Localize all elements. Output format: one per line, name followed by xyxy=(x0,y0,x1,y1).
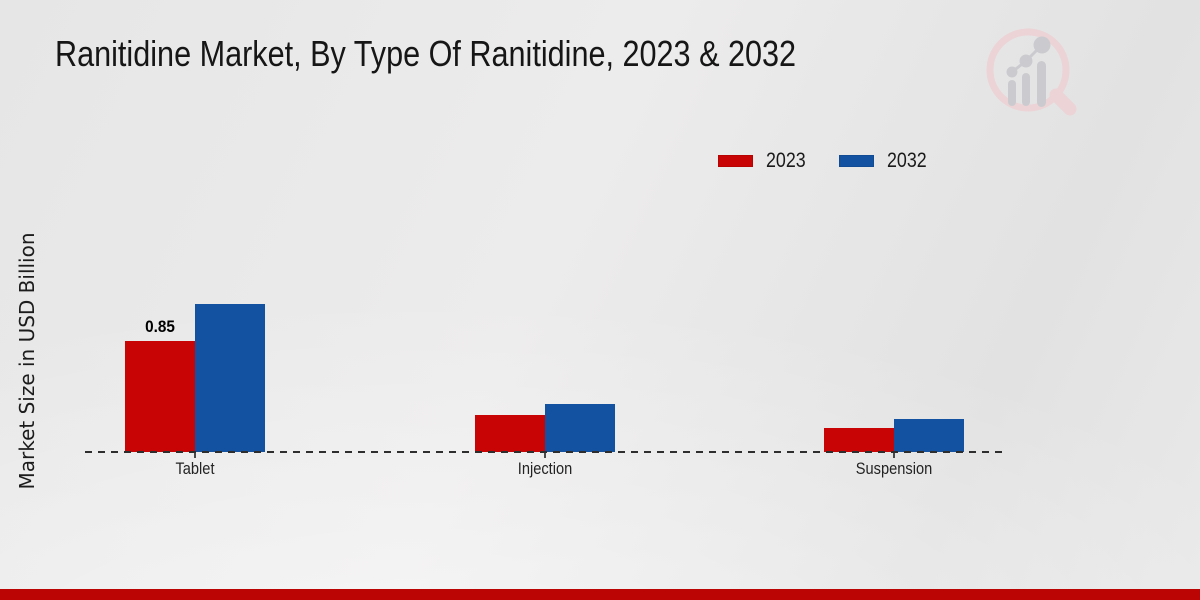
legend-label-2032: 2032 xyxy=(887,149,927,172)
legend: 2023 2032 xyxy=(718,149,978,173)
bar-2023-suspension xyxy=(824,428,894,452)
bar-2032-suspension xyxy=(894,419,964,452)
x-axis-baseline xyxy=(85,451,1007,453)
legend-item-2023: 2023 xyxy=(718,149,813,173)
magnifier-bar-chart-watermark-icon xyxy=(986,28,1077,116)
category-label-injection: Injection xyxy=(517,459,573,478)
footer-accent-bar xyxy=(0,589,1200,600)
bar-2032-tablet xyxy=(195,304,265,452)
bar-2023-injection xyxy=(475,415,545,452)
bar-2023-tablet xyxy=(125,341,195,452)
chart-title: Ranitidine Market, By Type Of Ranitidine… xyxy=(55,33,797,74)
legend-swatch-2032 xyxy=(839,155,874,167)
legend-label-2023: 2023 xyxy=(766,149,806,172)
legend-item-2032: 2032 xyxy=(839,149,934,173)
data-label-tablet-2023: 0.85 xyxy=(145,317,175,336)
x-tick-injection xyxy=(544,453,546,458)
legend-swatch-2023 xyxy=(718,155,753,167)
y-axis-label: Market Size in USD Billion xyxy=(15,232,39,490)
category-label-tablet: Tablet xyxy=(175,459,215,478)
category-label-suspension: Suspension xyxy=(855,459,933,478)
bar-2032-injection xyxy=(545,404,615,452)
x-tick-suspension xyxy=(893,453,895,458)
x-tick-tablet xyxy=(194,453,196,458)
